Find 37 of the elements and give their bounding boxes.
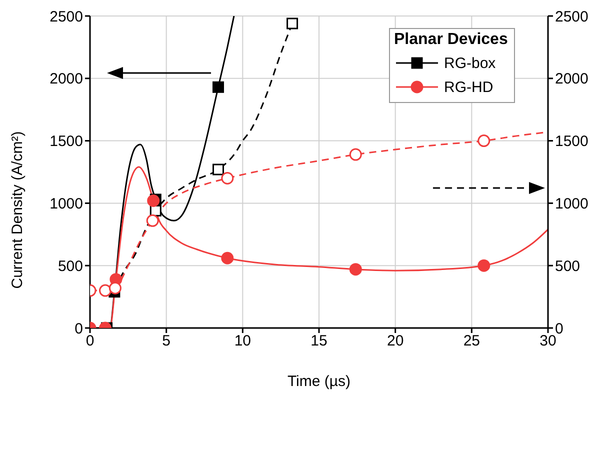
y2-tick-label: 2500 — [555, 8, 588, 26]
y2-tick-label: 1500 — [555, 133, 588, 150]
y-tick-label: 2500 — [50, 8, 83, 26]
point — [478, 134, 490, 148]
point — [212, 164, 224, 176]
point — [286, 18, 298, 30]
point — [221, 172, 234, 184]
point — [147, 194, 160, 207]
legend-label: RG-HD — [444, 78, 494, 96]
point — [349, 148, 362, 161]
point — [99, 284, 112, 297]
point — [146, 214, 159, 227]
point — [221, 252, 234, 264]
x-tick-label: 15 — [310, 332, 328, 350]
y-tick-label: 1000 — [50, 196, 83, 213]
x-tick-label: 30 — [540, 332, 556, 350]
x-tick-label: 5 — [162, 332, 171, 350]
x-tick-label: 25 — [463, 332, 480, 350]
y-tick-label: 1500 — [50, 133, 83, 150]
x-tick-label: 0 — [86, 332, 94, 350]
y-tick-label: 500 — [58, 258, 83, 275]
y2-tick-label: 1000 — [555, 196, 588, 213]
x-tick-label: 20 — [386, 332, 404, 350]
point — [212, 81, 224, 93]
x-tick-label: 10 — [234, 332, 252, 350]
y2-tick-label: 2000 — [555, 70, 588, 88]
x-axis-title: Time (µs) — [287, 373, 351, 390]
point — [478, 259, 490, 272]
y-axis-title: Current Density (A/cm²) — [9, 131, 26, 289]
y2-tick-label: 500 — [555, 258, 580, 275]
point — [349, 263, 362, 276]
legend-label: RG-box — [444, 54, 496, 72]
y2-tick-label: 0 — [555, 320, 564, 338]
y-tick-label: 0 — [74, 320, 83, 338]
legend-title: Planar Devices — [394, 31, 508, 49]
y-tick-label: 2000 — [50, 70, 83, 88]
point — [108, 282, 122, 294]
